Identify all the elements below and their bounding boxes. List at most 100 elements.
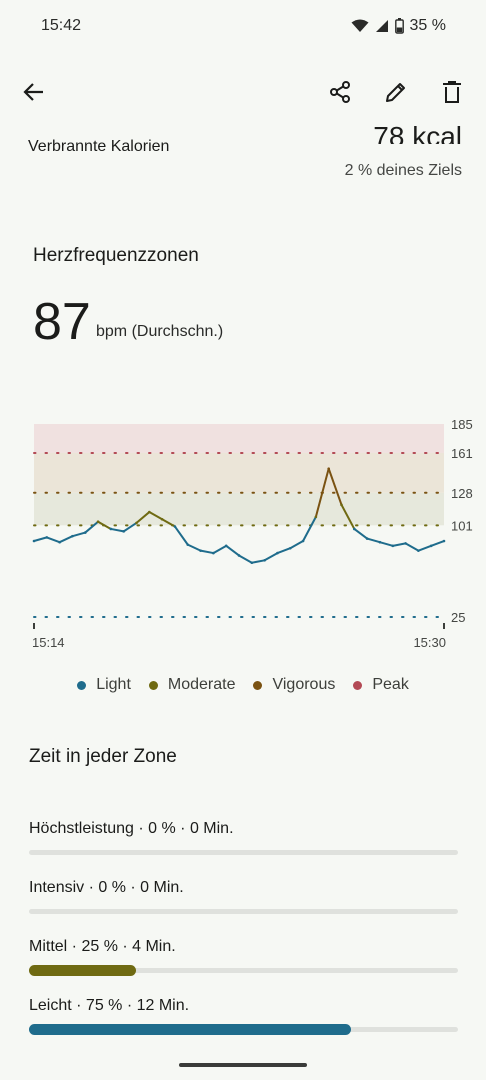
heart-rate-segment [148,511,164,521]
heart-rate-point [404,542,407,545]
heart-rate-point [250,561,254,565]
heart-rate-point [340,503,343,507]
heart-rate-segment [276,547,292,555]
heart-rate-segment [430,540,445,547]
heart-rate-point [429,544,433,548]
status-time: 15:42 [41,17,82,34]
zone-band-peak [34,424,444,453]
heart-rate-segment [314,467,330,518]
status-bar: 15:42 35 % [0,0,486,56]
battery-percent: 35 % [409,17,446,34]
heart-zones-title: Herzfrequenzzonen [33,245,199,266]
heart-rate-point [365,537,369,540]
zone-band-moderate [34,492,444,526]
x-tick-label: 15:14 [32,635,65,650]
legend-dot [148,680,158,690]
home-indicator[interactable] [179,1063,307,1067]
status-icons: 35 % [351,17,446,35]
heart-rate-segment [199,549,215,555]
battery-icon [394,18,404,34]
heart-rate-point [224,544,228,548]
heart-rate-segment [122,521,138,533]
heart-rate-segment [289,540,305,550]
back-button[interactable] [14,72,54,112]
heart-rate-segment [263,552,279,562]
calories-value: 78 kcal [373,121,462,144]
heart-rate-segment [84,520,100,534]
heart-rate-point [327,467,330,470]
heart-rate-point [109,527,113,531]
heart-rate-segment [212,544,228,555]
zone-row-peak: Höchstleistung · 0 % · 0 Min. [29,820,458,855]
heart-rate-point [71,534,74,538]
heart-rate-segment [353,527,369,540]
zone-progress-track [29,909,458,914]
heart-rate-point [173,525,177,528]
zones-section-title: Zeit in jeder Zone [29,746,177,767]
y-tick-label: 161 [451,446,473,461]
zone-row-vigorous: Intensiv · 0 % · 0 Min. [29,879,458,914]
legend-label: Moderate [167,676,236,693]
wifi-icon [351,19,369,32]
trash-icon [443,81,461,103]
zone-progress-track [29,1024,458,1035]
zone-label: Höchstleistung · 0 % · 0 Min. [29,820,234,837]
zone-label: Leicht · 75 % · 12 Min. [29,997,190,1014]
legend-label: Peak [372,676,409,693]
heart-rate-segment [378,541,394,547]
chart-legend: Light Moderate Vigorous Peak [0,672,486,698]
heart-rate-segment [391,542,407,547]
heart-rate-point [301,539,305,543]
heart-rate-segment [417,544,433,552]
heart-rate-point [186,543,190,546]
heart-rate-segment [238,554,253,564]
heart-rate-segment [327,467,343,506]
heart-rate-point [96,520,100,524]
delete-button[interactable] [432,72,472,112]
legend-item-moderate: Moderate [148,672,236,698]
heart-rate-segment [33,536,48,543]
heart-rate-segment [186,543,202,552]
legend-label: Light [96,676,131,693]
zone-label: Mittel · 25 % · 4 Min. [29,938,176,955]
cell-signal-icon [375,20,388,32]
heart-rate-point [263,559,266,562]
heart-rate-segment [173,525,189,546]
heart-rate-segment [250,559,266,564]
zone-row-moderate: Mittel · 25 % · 4 Min. [29,938,458,976]
calories-goal: 2 % deines Ziels [344,162,462,179]
heart-rate-segment [58,535,74,544]
heart-rate-segment [161,518,176,528]
heart-rate-point [442,539,446,543]
zone-progress-track [29,965,458,976]
legend-dot [353,680,363,690]
heart-rate-average: 87 [33,293,91,351]
x-tick-label: 15:30 [413,635,446,650]
heart-rate-segment [404,542,420,552]
pencil-icon [386,83,405,102]
share-icon [330,81,350,103]
zone-progress-fill [29,965,137,976]
zone-progress-track [29,850,458,855]
share-button[interactable] [320,72,360,112]
legend-item-light: Light [77,672,131,698]
toolbar [0,70,486,116]
legend-dot [77,680,87,690]
heart-rate-segment [340,503,356,530]
edit-button[interactable] [376,72,416,112]
heart-rate-segment [71,531,87,538]
heart-rate-point [122,530,125,533]
zone-label: Intensiv · 0 % · 0 Min. [29,879,184,896]
heart-rate-point [160,517,164,521]
zone-progress-fill [29,1024,351,1035]
heart-rate-chart[interactable]: 185 161 128 101 25 15:14 15:30 [0,395,486,665]
heart-rate-segment [366,537,381,544]
heart-rate-point [314,515,318,519]
arrow-back-icon [23,83,43,101]
heart-rate-point [135,521,138,525]
heart-rate-segment [109,527,125,533]
heart-rate-point [417,549,420,552]
heart-rate-segment [302,515,317,543]
heart-rate-point [58,540,61,544]
y-tick-label: 128 [451,486,473,501]
